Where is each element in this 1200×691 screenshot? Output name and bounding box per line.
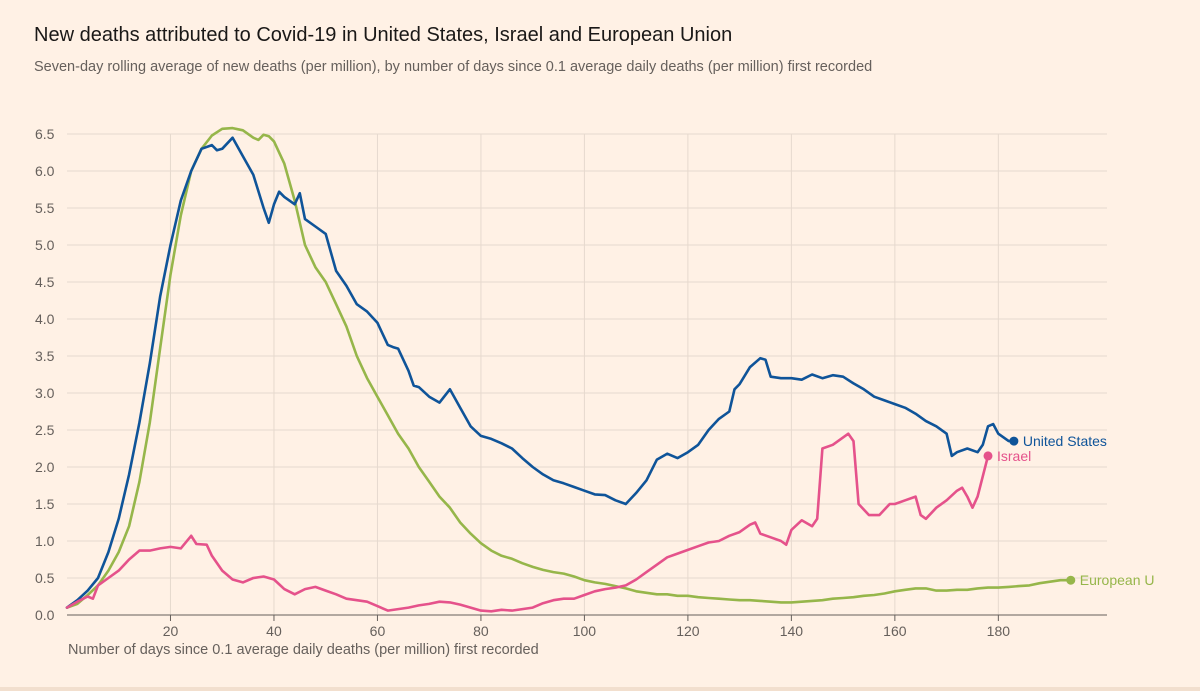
series-end-marker-european-union [1066, 575, 1076, 585]
series-line-israel [65, 432, 990, 613]
y-tick-label: 5.5 [35, 200, 55, 216]
x-axis: 20 40 60 80 100 120 140 160 180 [67, 614, 1107, 639]
y-tick-label: 0.0 [35, 607, 55, 623]
x-tick-label: 20 [163, 623, 179, 639]
chart-title: New deaths attributed to Covid-19 in Uni… [34, 24, 733, 46]
x-tick-label: 160 [883, 623, 907, 639]
chart-subtitle: Seven-day rolling average of new deaths … [34, 59, 873, 75]
x-axis-label: Number of days since 0.1 average daily d… [68, 642, 539, 658]
x-tick-label: 140 [780, 623, 804, 639]
gridlines [67, 133, 1107, 615]
x-tick-label: 60 [370, 623, 386, 639]
y-tick-label: 2.5 [35, 422, 55, 438]
y-tick-label: 1.5 [35, 496, 55, 512]
series-end-marker-united-states [1009, 436, 1019, 446]
x-tick-label: 100 [573, 623, 597, 639]
series-label-european-union: European U [1080, 572, 1155, 588]
y-tick-label: 3.5 [35, 348, 55, 364]
x-tick-label: 40 [266, 623, 282, 639]
y-tick-label: 4.5 [35, 274, 55, 290]
y-tick-label: 4.0 [35, 311, 55, 327]
series-line-united-states [65, 136, 1016, 609]
y-tick-label: 6.0 [35, 163, 55, 179]
y-tick-label: 6.5 [35, 126, 55, 142]
series-label-united-states: United States [1023, 433, 1107, 449]
y-tick-label: 0.5 [35, 570, 55, 586]
series-label-israel: Israel [997, 448, 1031, 464]
x-tick-label: 180 [987, 623, 1011, 639]
x-tick-label: 80 [473, 623, 489, 639]
bottom-divider [0, 687, 1200, 691]
y-tick-label: 5.0 [35, 237, 55, 253]
y-tick-label: 3.0 [35, 385, 55, 401]
y-axis: 0.0 0.5 1.0 1.5 2.0 2.5 3.0 3.5 4.0 4.5 5.0 5.5 6.0 6… [35, 126, 55, 623]
series-line-european-union [65, 126, 1073, 609]
series-end-marker-israel [983, 451, 993, 461]
x-tick-label: 120 [676, 623, 700, 639]
y-tick-label: 2.0 [35, 459, 55, 475]
y-tick-label: 1.0 [35, 533, 55, 549]
series-lines [65, 126, 1073, 613]
